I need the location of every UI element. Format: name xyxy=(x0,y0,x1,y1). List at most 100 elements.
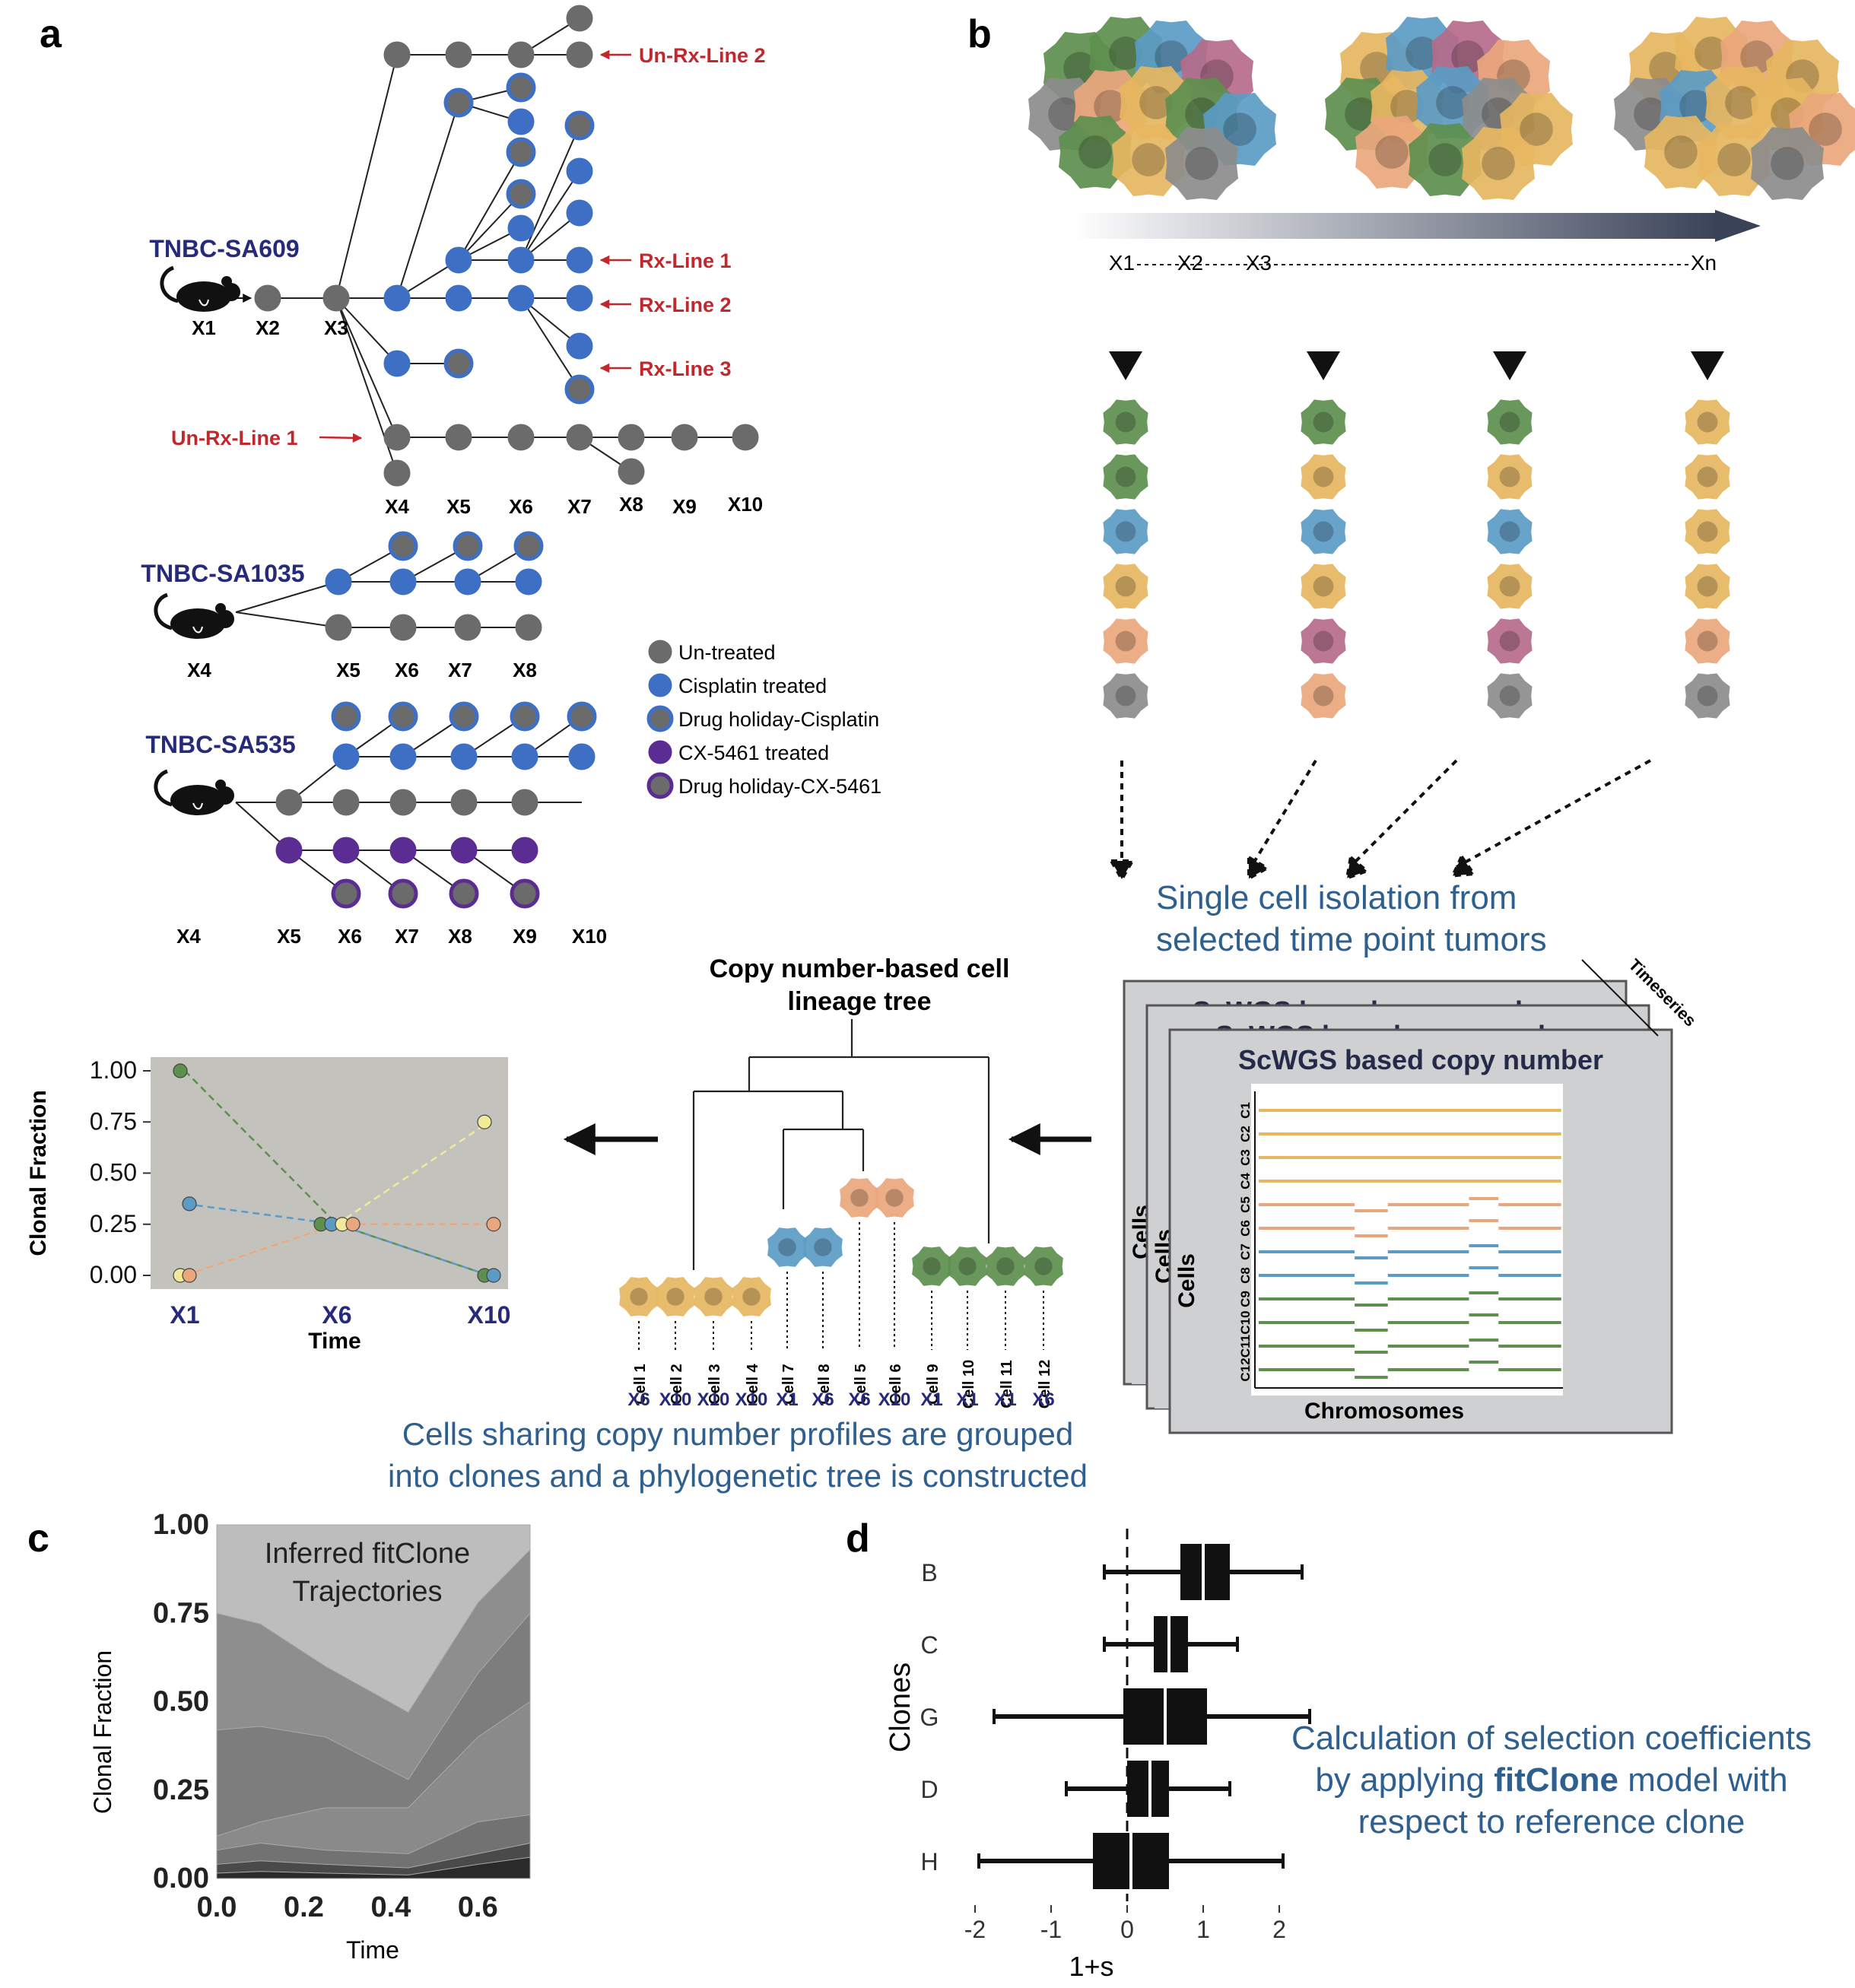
x-tick-label: 0.4 xyxy=(370,1891,411,1923)
isolated-cell xyxy=(1487,509,1533,554)
cell-nucleus xyxy=(1048,97,1082,131)
treatment-line-label: Un-Rx-Line 1 xyxy=(171,427,298,449)
fitclone-caption-line2: by applying fitClone model with xyxy=(1315,1761,1787,1799)
x-tick-label: X10 xyxy=(468,1301,511,1329)
isolated-cell xyxy=(1103,618,1148,664)
clone-label: G xyxy=(920,1704,939,1731)
dashed-pointer xyxy=(1348,759,1458,869)
lineage-node xyxy=(445,424,472,451)
cell-membrane xyxy=(1487,399,1533,445)
cell-id-label: C9 xyxy=(1238,1291,1253,1307)
tumor-cell xyxy=(1751,127,1824,200)
x-axis-label: Time xyxy=(346,1936,399,1964)
cell-membrane xyxy=(803,1227,843,1267)
sa1035-title: TNBC-SA1035 xyxy=(141,560,304,587)
y-tick-label: 0.25 xyxy=(153,1774,209,1806)
timeline-label: Xn xyxy=(1691,251,1717,275)
treatment-line-label: Rx-Line 1 xyxy=(639,249,732,272)
sa609-time-label: X2 xyxy=(256,316,280,339)
cell-nucleus xyxy=(1109,37,1142,70)
cell-id-label: C10 xyxy=(1238,1310,1253,1334)
cell-nucleus xyxy=(1360,52,1393,85)
mouse-body xyxy=(170,785,225,815)
isolated-cell xyxy=(1685,454,1730,500)
cell-membrane xyxy=(1685,673,1730,719)
cell-membrane xyxy=(1301,618,1346,664)
sa609-time-label: X3 xyxy=(324,316,348,339)
lineage-node xyxy=(566,41,593,68)
sa609-time-label: X1 xyxy=(192,316,216,339)
y-tick-label: 0.00 xyxy=(153,1863,209,1894)
box-iqr xyxy=(1180,1544,1230,1600)
cell-nucleus xyxy=(1499,521,1520,542)
lineage-node xyxy=(275,789,303,816)
leaf-cell-time: X6 xyxy=(848,1389,870,1410)
leaf-cell-name: Cell 6 xyxy=(888,1364,904,1404)
lineage-node xyxy=(507,108,535,135)
cell-membrane xyxy=(1487,509,1533,554)
lineage-edge xyxy=(335,54,398,299)
isolated-cell xyxy=(1685,564,1730,609)
lineage-node xyxy=(566,5,593,32)
legend-swatch xyxy=(646,705,674,732)
isolated-cell xyxy=(1685,399,1730,445)
series-point xyxy=(173,1063,188,1078)
fitclone-caption-line2-post: model with xyxy=(1618,1761,1788,1799)
lineage-node xyxy=(566,284,593,312)
lineage-node xyxy=(564,374,595,405)
cell-membrane xyxy=(1103,509,1148,554)
leaf-cell-time: X10 xyxy=(735,1389,768,1410)
cell-membrane xyxy=(1685,509,1730,554)
y-tick-label: 1.00 xyxy=(90,1056,137,1084)
treatment-line-label: Rx-Line 3 xyxy=(639,357,732,380)
lineage-node xyxy=(568,743,596,770)
leaf-cell-name: Cell 2 xyxy=(669,1364,685,1404)
cell-id-label: C4 xyxy=(1238,1173,1253,1189)
lineage-node xyxy=(388,878,418,909)
cell-nucleus xyxy=(1520,113,1553,146)
y-axis-label: Clonal Fraction xyxy=(26,1090,51,1256)
fitclone-caption-bold: fitClone xyxy=(1494,1761,1618,1799)
cell-nucleus xyxy=(630,1288,648,1306)
leaf-cell-time: X10 xyxy=(659,1389,692,1410)
lineage-node xyxy=(454,614,481,641)
isolated-cell xyxy=(1685,673,1730,719)
lineage-node xyxy=(566,424,593,451)
cell-nucleus xyxy=(1679,90,1713,123)
y-tick-label: 1.00 xyxy=(153,1509,209,1541)
x-tick-label: 0.6 xyxy=(458,1891,498,1923)
sa609-time-label: X9 xyxy=(672,495,697,518)
cell-nucleus xyxy=(704,1288,723,1306)
cell-nucleus xyxy=(1313,521,1334,542)
isolated-cell xyxy=(1103,673,1148,719)
isolated-cell xyxy=(1103,399,1148,445)
cell-nucleus xyxy=(1094,90,1127,123)
dashed-pointer-head xyxy=(1450,853,1477,878)
lineage-node xyxy=(567,701,597,732)
cell-nucleus xyxy=(1115,411,1136,433)
cell-nucleus xyxy=(1406,37,1439,70)
series-point xyxy=(182,1196,197,1212)
fitclone-caption-line3: respect to reference clone xyxy=(1358,1803,1745,1840)
lineage-node xyxy=(732,424,759,451)
chromosomes-axis-label: Chromosomes xyxy=(1304,1399,1464,1424)
cell-membrane xyxy=(1751,127,1824,200)
y-tick-label: 0.50 xyxy=(90,1159,137,1186)
x-tick-label: 1 xyxy=(1196,1916,1210,1943)
tree-leaf-cell xyxy=(840,1178,879,1218)
lineage-caption-line1: Cells sharing copy number profiles are g… xyxy=(402,1416,1073,1452)
lineage-node xyxy=(507,41,535,68)
fitclone-caption: Calculation of selection coefficients by… xyxy=(1291,1720,1812,1840)
cell-membrane xyxy=(732,1277,771,1316)
lineage-node xyxy=(618,424,645,451)
leaf-cell-name: Cell 3 xyxy=(707,1364,723,1404)
leaf-cell-name: Cell 11 xyxy=(999,1360,1015,1408)
down-arrow-head xyxy=(1307,351,1340,380)
series-point xyxy=(182,1268,197,1283)
box-iqr xyxy=(1154,1616,1188,1672)
mouse-tail xyxy=(154,769,173,807)
leaf-cell-name: Cell 5 xyxy=(853,1364,869,1404)
lineage-node xyxy=(511,837,538,864)
lineage-node xyxy=(510,878,540,909)
x-axis-label: Time xyxy=(308,1329,361,1354)
